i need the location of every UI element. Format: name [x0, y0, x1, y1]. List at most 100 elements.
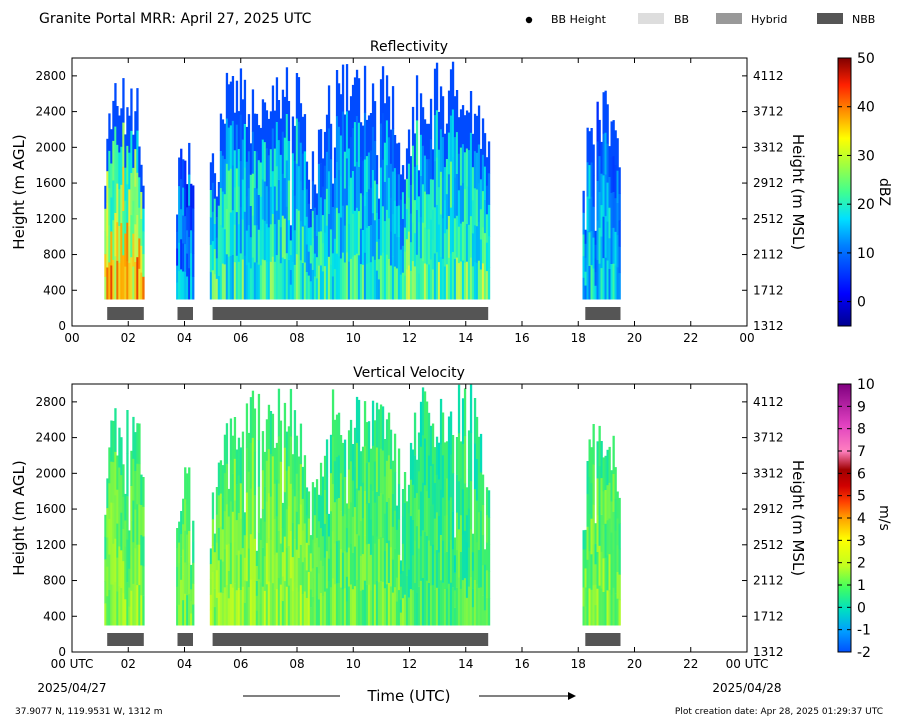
precip-cell [395, 236, 399, 269]
precip-cell [225, 72, 229, 119]
precip-cell [192, 541, 195, 563]
velocity-ylabel-right: Height (m MSL) [789, 460, 807, 576]
precip-cell [471, 133, 475, 168]
precip-cell [383, 181, 387, 222]
precip-cell [122, 528, 125, 562]
precip-cell [118, 225, 121, 263]
x-tick-label: 20 [627, 657, 642, 671]
precip-cell [397, 205, 401, 237]
precip-cell [305, 161, 309, 190]
precip-cell [275, 121, 279, 167]
x-tick-label: 18 [571, 331, 586, 345]
precip-cell [142, 565, 145, 596]
precip-cell [355, 579, 359, 626]
precip-cell [122, 593, 125, 626]
precip-cell [114, 408, 117, 452]
precip-cell [385, 584, 389, 626]
precip-cell [309, 535, 313, 554]
precip-cell [409, 479, 413, 517]
precip-cell [419, 535, 423, 581]
precip-cell [116, 523, 119, 558]
precip-cell [209, 162, 213, 190]
precip-cell [397, 267, 401, 300]
x-tick-label: 08 [289, 331, 304, 345]
precip-cell [411, 183, 415, 223]
precip-cell [421, 222, 425, 262]
precip-cell [335, 115, 339, 162]
precip-cell [321, 565, 325, 596]
precip-cell [261, 547, 265, 587]
precip-cell [403, 472, 407, 503]
precip-cell [231, 120, 235, 166]
precip-cell [315, 596, 319, 626]
precip-cell [598, 425, 601, 467]
precip-cell [297, 121, 301, 167]
precip-cell [417, 221, 421, 248]
precip-cell [231, 165, 235, 211]
x-tick-label: 10 [346, 657, 361, 671]
precip-cell [343, 114, 347, 152]
precip-cell [477, 144, 481, 184]
precip-cell [235, 168, 239, 213]
precip-cell [610, 501, 613, 533]
precip-cell [596, 588, 599, 626]
precip-cell [455, 215, 459, 258]
precip-cell [140, 191, 143, 219]
precip-cell [612, 263, 615, 300]
precip-cell [459, 514, 463, 552]
precip-cell [588, 131, 591, 166]
precip-cell [596, 220, 599, 260]
precip-cell [359, 263, 363, 300]
precip-cell [365, 422, 369, 463]
precip-cell [584, 606, 587, 626]
precip-cell [221, 529, 225, 562]
precip-cell [335, 207, 339, 254]
precip-cell [359, 555, 363, 591]
precip-cell [403, 533, 407, 565]
precip-cell [221, 119, 225, 156]
colorbar-tick-label: 10 [857, 246, 875, 262]
precip-cell [588, 550, 591, 589]
precip-cell [616, 598, 619, 626]
precip-cell [319, 231, 323, 266]
precip-cell [283, 137, 287, 179]
precip-cell [618, 599, 621, 626]
precip-cell [233, 187, 237, 225]
precip-cell [329, 123, 333, 160]
precip-cell [485, 514, 489, 543]
precip-cell [602, 558, 605, 592]
precip-cell [118, 189, 121, 226]
precip-cell [114, 256, 117, 300]
precip-cell [443, 442, 447, 480]
precip-cell [395, 577, 399, 602]
precip-cell [110, 163, 113, 198]
precip-cell [184, 188, 187, 217]
precip-cell [387, 497, 391, 541]
precip-cell [267, 537, 271, 582]
precip-cell [415, 525, 419, 560]
precip-cell [463, 388, 467, 437]
precip-cell [618, 548, 621, 575]
precip-cell [279, 420, 283, 462]
precip-cell [353, 254, 357, 300]
precip-cell [285, 509, 289, 548]
precip-cell [297, 254, 301, 300]
precip-cell [291, 488, 295, 523]
precip-cell [582, 277, 585, 300]
precip-cell [600, 236, 603, 269]
precip-cell [435, 512, 439, 551]
precip-cell [421, 184, 425, 223]
precip-period-1 [104, 78, 145, 300]
precip-cell [594, 543, 597, 565]
precip-cell [263, 220, 267, 261]
precip-cell [429, 179, 433, 220]
precip-cell [227, 256, 231, 300]
precip-cell [188, 499, 191, 531]
precip-cell [487, 544, 491, 572]
precip-cell [477, 260, 481, 300]
precip-cell [247, 114, 251, 152]
precip-cell [275, 552, 279, 590]
precip-cell [584, 587, 587, 607]
precip-cell [401, 218, 405, 246]
